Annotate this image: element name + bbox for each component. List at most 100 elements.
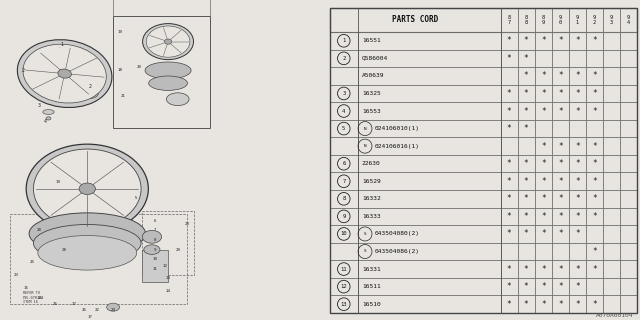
Text: *: * (524, 36, 529, 45)
Bar (330, 295, 358, 313)
Text: 24: 24 (111, 308, 116, 312)
Text: 9
2: 9 2 (593, 15, 596, 25)
Text: 1: 1 (342, 38, 346, 43)
Text: *: * (541, 265, 545, 274)
Bar (358, 172, 500, 190)
Text: 18: 18 (36, 296, 42, 300)
Bar (569, 295, 586, 313)
Text: 11: 11 (340, 267, 347, 272)
Text: 20: 20 (136, 65, 141, 69)
Text: *: * (558, 212, 563, 221)
Bar (534, 243, 552, 260)
Bar (500, 208, 518, 225)
Bar (330, 260, 358, 278)
Bar (552, 225, 569, 243)
Bar (603, 190, 620, 208)
Text: *: * (524, 282, 529, 291)
Bar (358, 67, 500, 85)
Text: *: * (575, 89, 580, 98)
Bar (552, 120, 569, 137)
Bar (603, 278, 620, 295)
Bar (142, 250, 168, 282)
Bar (113, 16, 210, 128)
Text: 10: 10 (340, 231, 347, 236)
Text: 15: 15 (23, 286, 28, 290)
Bar (586, 120, 603, 137)
Text: *: * (507, 229, 511, 238)
Bar (534, 50, 552, 67)
Text: *: * (541, 107, 545, 116)
Text: *: * (541, 159, 545, 168)
Text: *: * (592, 107, 596, 116)
Bar (358, 85, 500, 102)
Text: 8: 8 (154, 238, 156, 242)
Bar (603, 50, 620, 67)
Bar (358, 50, 500, 67)
Text: 28: 28 (62, 248, 67, 252)
Bar (330, 243, 358, 260)
Text: 2: 2 (89, 84, 92, 89)
Text: *: * (575, 71, 580, 80)
Text: 024106010(1): 024106010(1) (374, 126, 420, 131)
Text: *: * (575, 36, 580, 45)
Text: 7: 7 (342, 179, 346, 184)
Text: *: * (558, 159, 563, 168)
Text: *: * (592, 71, 596, 80)
Bar (569, 32, 586, 50)
Ellipse shape (148, 76, 188, 90)
Text: 26: 26 (81, 308, 86, 312)
Text: *: * (507, 107, 511, 116)
Bar (620, 32, 637, 50)
Bar (603, 32, 620, 50)
Text: *: * (541, 282, 545, 291)
Text: *: * (575, 142, 580, 151)
Text: 27: 27 (72, 302, 77, 306)
Text: 9: 9 (154, 248, 156, 252)
Ellipse shape (33, 149, 141, 228)
Text: *: * (592, 159, 596, 168)
Bar (142, 211, 194, 275)
Ellipse shape (143, 24, 193, 60)
Text: *: * (558, 36, 563, 45)
Bar (534, 67, 552, 85)
Bar (620, 8, 637, 32)
Text: *: * (592, 247, 596, 256)
Bar (534, 120, 552, 137)
Text: 8
9: 8 9 (541, 15, 545, 25)
Text: 16333: 16333 (362, 214, 381, 219)
Bar (603, 120, 620, 137)
Text: 6: 6 (154, 219, 156, 223)
Bar (330, 50, 358, 67)
Bar (358, 102, 500, 120)
Bar (552, 32, 569, 50)
Text: 16325: 16325 (362, 91, 381, 96)
Bar (518, 225, 534, 243)
Text: 29: 29 (175, 248, 180, 252)
Bar (586, 208, 603, 225)
Bar (603, 102, 620, 120)
Bar (586, 50, 603, 67)
Bar (552, 50, 569, 67)
Text: 12: 12 (340, 284, 347, 289)
Bar (358, 225, 500, 243)
Bar (552, 102, 569, 120)
Bar (500, 137, 518, 155)
Bar (620, 278, 637, 295)
Text: *: * (524, 71, 529, 80)
Bar (534, 278, 552, 295)
Bar (518, 137, 534, 155)
Bar (358, 243, 500, 260)
Text: *: * (558, 89, 563, 98)
Ellipse shape (142, 230, 161, 243)
Text: N: N (364, 127, 366, 131)
Text: *: * (575, 107, 580, 116)
Text: *: * (575, 212, 580, 221)
Bar (330, 67, 358, 85)
Bar (552, 8, 569, 32)
Text: *: * (524, 212, 529, 221)
Text: *: * (524, 300, 529, 309)
Bar (518, 243, 534, 260)
Bar (620, 243, 637, 260)
Bar (500, 155, 518, 172)
Text: 9
1: 9 1 (575, 15, 579, 25)
